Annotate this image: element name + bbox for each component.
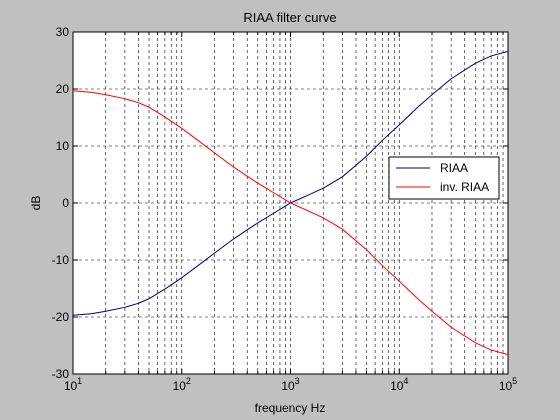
x-tick-label: 102 bbox=[173, 376, 191, 393]
x-tick-label: 104 bbox=[390, 376, 408, 393]
series-layer bbox=[72, 50, 509, 356]
axis-ticks bbox=[72, 31, 509, 375]
y-tick-label: -20 bbox=[52, 310, 70, 324]
legend-box bbox=[388, 156, 500, 200]
chart-title: RIAA filter curve bbox=[243, 10, 336, 25]
y-tick-label: -30 bbox=[52, 367, 70, 381]
legend: RIAA inv. RIAA bbox=[388, 156, 500, 200]
y-tick-label: 10 bbox=[56, 139, 70, 153]
y-tick-label: 30 bbox=[56, 25, 70, 39]
y-tick-labels: -30 -20 -10 0 10 20 30 bbox=[52, 25, 70, 381]
x-tick-label: 103 bbox=[281, 376, 299, 393]
series-line-riaa bbox=[72, 50, 509, 316]
y-axis-label: dB bbox=[29, 196, 43, 211]
series-line-inv-riaa bbox=[72, 90, 509, 356]
y-tick-label: -10 bbox=[52, 253, 70, 267]
y-tick-label: 20 bbox=[56, 82, 70, 96]
x-tick-label: 101 bbox=[64, 376, 82, 393]
x-tick-label: 105 bbox=[499, 376, 517, 393]
x-axis-label: frequency Hz bbox=[255, 401, 326, 415]
legend-entry-inv-riaa: inv. RIAA bbox=[440, 180, 489, 194]
legend-entry-riaa: RIAA bbox=[440, 161, 468, 175]
y-tick-label: 0 bbox=[62, 196, 69, 210]
x-tick-labels: 101 102 103 104 105 bbox=[64, 376, 517, 393]
